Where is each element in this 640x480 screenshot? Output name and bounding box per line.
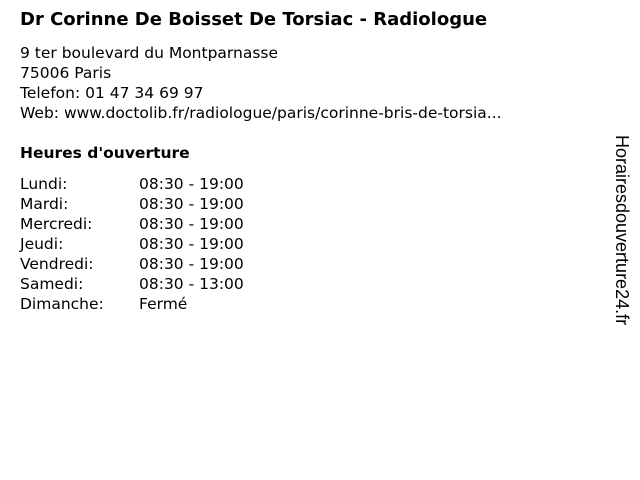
hours-row: Samedi: 08:30 - 13:00 <box>20 274 244 294</box>
time-value: 08:30 - 13:00 <box>139 275 244 293</box>
time-value: 08:30 - 19:00 <box>139 175 244 193</box>
day-label: Jeudi: <box>20 235 64 253</box>
time-value: Fermé <box>139 295 188 313</box>
hours-row: Dimanche: Fermé <box>20 294 244 314</box>
address-city: 75006 Paris <box>20 64 112 82</box>
time-value: 08:30 - 19:00 <box>139 215 244 233</box>
hours-row: Lundi: 08:30 - 19:00 <box>20 174 244 194</box>
day-label: Mercredi: <box>20 215 93 233</box>
hours-row: Jeudi: 08:30 - 19:00 <box>20 234 244 254</box>
hours-table: Lundi: 08:30 - 19:00 Mardi: 08:30 - 19:00 … <box>20 174 244 314</box>
day-label: Dimanche: <box>20 295 104 313</box>
address-street: 9 ter boulevard du Montparnasse <box>20 44 279 62</box>
day-label: Mardi: <box>20 195 69 213</box>
hours-row: Vendredi: 08:30 - 19:00 <box>20 254 244 274</box>
day-label: Lundi: <box>20 175 68 193</box>
hours-row: Mardi: 08:30 - 19:00 <box>20 194 244 214</box>
time-value: 08:30 - 19:00 <box>139 235 244 253</box>
time-value: 08:30 - 19:00 <box>139 195 244 213</box>
day-label: Samedi: <box>20 275 84 293</box>
time-value: 08:30 - 19:00 <box>139 255 244 273</box>
page-title: Dr Corinne De Boisset De Torsiac - Radio… <box>20 9 488 30</box>
day-label: Vendredi: <box>20 255 94 273</box>
phone-number: Telefon: 01 47 34 69 97 <box>20 84 204 102</box>
site-watermark: Horairesdouverture24.fr <box>612 135 632 326</box>
contact-info: 9 ter boulevard du Montparnasse 75006 Pa… <box>20 43 502 123</box>
hours-row: Mercredi: 08:30 - 19:00 <box>20 214 244 234</box>
website-link[interactable]: Web: www.doctolib.fr/radiologue/paris/co… <box>20 104 502 122</box>
hours-heading: Heures d'ouverture <box>20 144 190 162</box>
